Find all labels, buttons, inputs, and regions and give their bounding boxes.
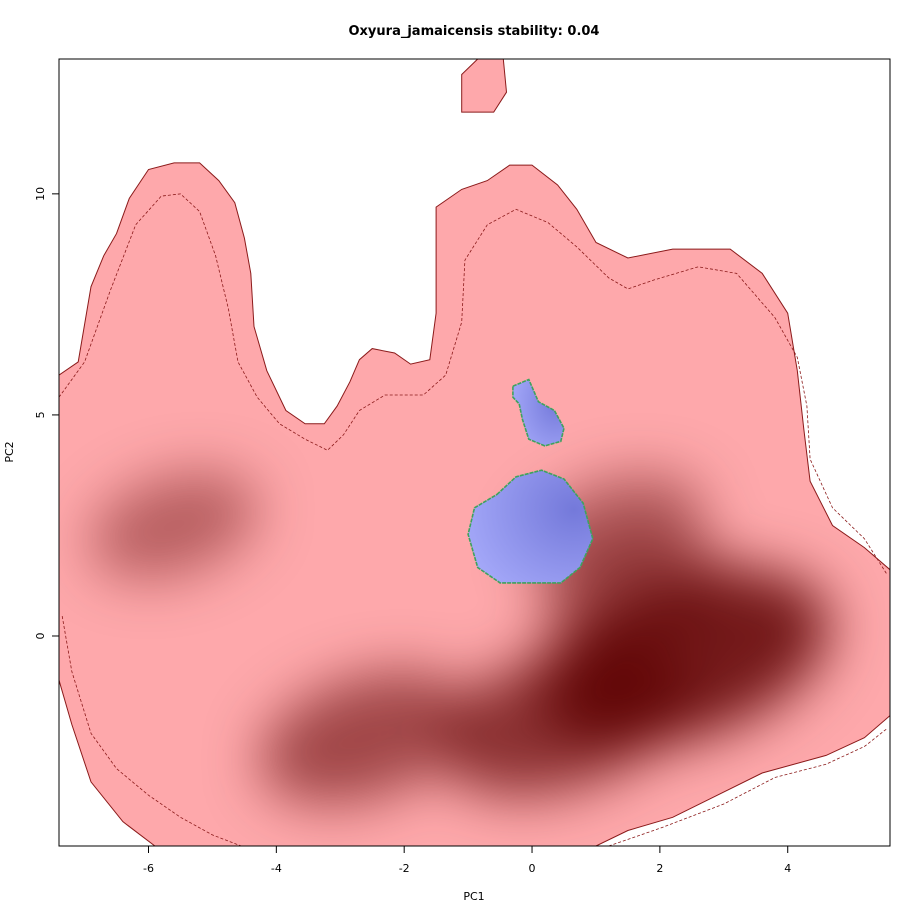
density-peak-1 bbox=[440, 643, 688, 797]
density-peak-5 bbox=[541, 533, 728, 651]
y-tick-label-2: 10 bbox=[34, 187, 47, 201]
y-axis-title: PC2 bbox=[3, 441, 16, 462]
x-tick-label-3: 0 bbox=[529, 862, 536, 875]
x-tick-label-2: -2 bbox=[399, 862, 410, 875]
range-dashed-contour-3 bbox=[61, 616, 242, 846]
x-axis-title: PC1 bbox=[463, 890, 484, 903]
niche-region-6 bbox=[512, 378, 565, 447]
y-axis: 0 5 10 bbox=[34, 187, 59, 639]
x-axis: -6 -4 -2 0 2 4 bbox=[143, 846, 791, 875]
plot-frame bbox=[58, 58, 891, 847]
range-region-1 bbox=[461, 59, 508, 113]
density-layer bbox=[89, 472, 831, 804]
niche-layer bbox=[467, 378, 594, 584]
niche-region-5 bbox=[467, 469, 594, 584]
chart-title: Oxyura_jamaicensis stability: 0.04 bbox=[349, 24, 600, 39]
x-tick-label-1: -4 bbox=[271, 862, 282, 875]
line-layer bbox=[59, 193, 888, 846]
range-dashed-contour-4 bbox=[608, 728, 888, 846]
y-tick-label-1: 5 bbox=[34, 411, 47, 418]
density-peak-2 bbox=[260, 671, 472, 804]
density-blobs bbox=[89, 472, 831, 804]
x-tick-label-0: -6 bbox=[143, 862, 154, 875]
y-tick-label-0: 0 bbox=[34, 632, 47, 639]
x-tick-label-5: 4 bbox=[784, 862, 791, 875]
density-peak-3 bbox=[89, 472, 259, 579]
x-tick-label-4: 2 bbox=[656, 862, 663, 875]
range-dashed-contour-2 bbox=[59, 193, 888, 575]
plot-area bbox=[59, 59, 890, 846]
